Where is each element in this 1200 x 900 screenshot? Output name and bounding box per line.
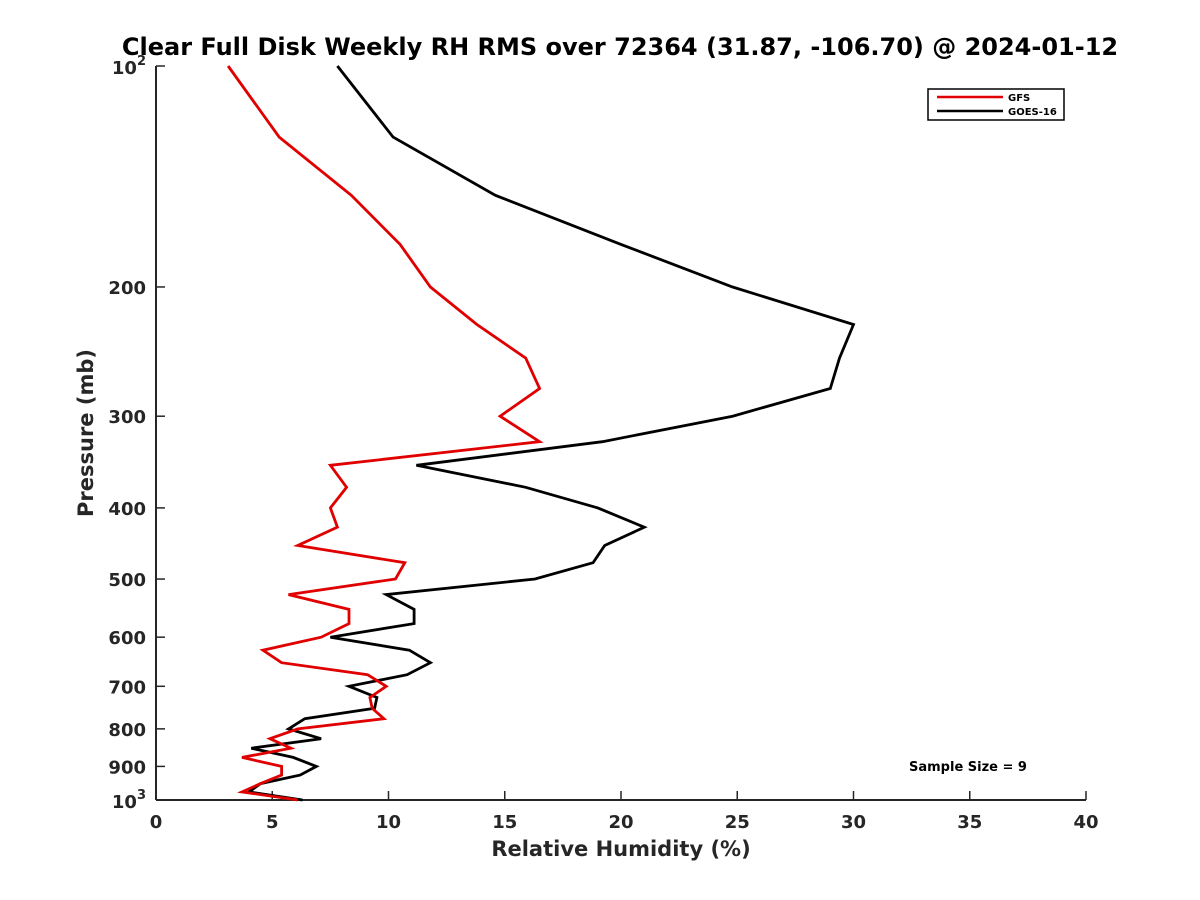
series-line-goes16 xyxy=(245,65,856,802)
x-axis-ticks: 0 5 10 15 20 25 30 35 40 xyxy=(150,791,1099,833)
y-tick-label: 800 xyxy=(108,720,146,741)
y-tick-label: 103 xyxy=(112,788,146,813)
chart-title: Clear Full Disk Weekly RH RMS over 72364… xyxy=(122,33,1118,61)
legend-label-gfs: GFS xyxy=(1008,93,1030,104)
plot-axes xyxy=(155,66,1086,801)
y-tick-label: 900 xyxy=(108,757,146,778)
sample-size-annotation: Sample Size = 9 xyxy=(909,760,1027,775)
x-tick-label: 0 xyxy=(150,812,163,833)
x-tick-label: 20 xyxy=(608,812,633,833)
y-axis-label: Pressure (mb) xyxy=(74,349,98,517)
y-tick-label: 102 xyxy=(112,54,146,79)
y-tick-label: 600 xyxy=(108,628,146,649)
y-axis-ticks: 102 200 300 400 500 600 700 800 900 103 xyxy=(108,54,165,813)
y-tick-label: 200 xyxy=(108,278,146,299)
series-line-gfs xyxy=(226,65,544,802)
x-tick-label: 15 xyxy=(492,812,517,833)
y-tick-label: 500 xyxy=(108,570,146,591)
x-tick-label: 5 xyxy=(266,812,279,833)
legend-label-goes16: GOES-16 xyxy=(1008,107,1057,118)
series-lines xyxy=(226,65,856,802)
x-tick-label: 30 xyxy=(841,812,866,833)
x-tick-label: 40 xyxy=(1073,812,1098,833)
x-tick-label: 10 xyxy=(376,812,401,833)
legend: GFS GOES-16 xyxy=(927,88,1065,121)
y-tick-label: 400 xyxy=(108,499,146,520)
y-tick-label: 300 xyxy=(108,407,146,428)
x-tick-label: 35 xyxy=(957,812,982,833)
x-tick-label: 25 xyxy=(725,812,750,833)
x-axis-label: Relative Humidity (%) xyxy=(491,837,750,861)
legend-box xyxy=(927,88,1065,121)
y-tick-label: 700 xyxy=(108,677,146,698)
